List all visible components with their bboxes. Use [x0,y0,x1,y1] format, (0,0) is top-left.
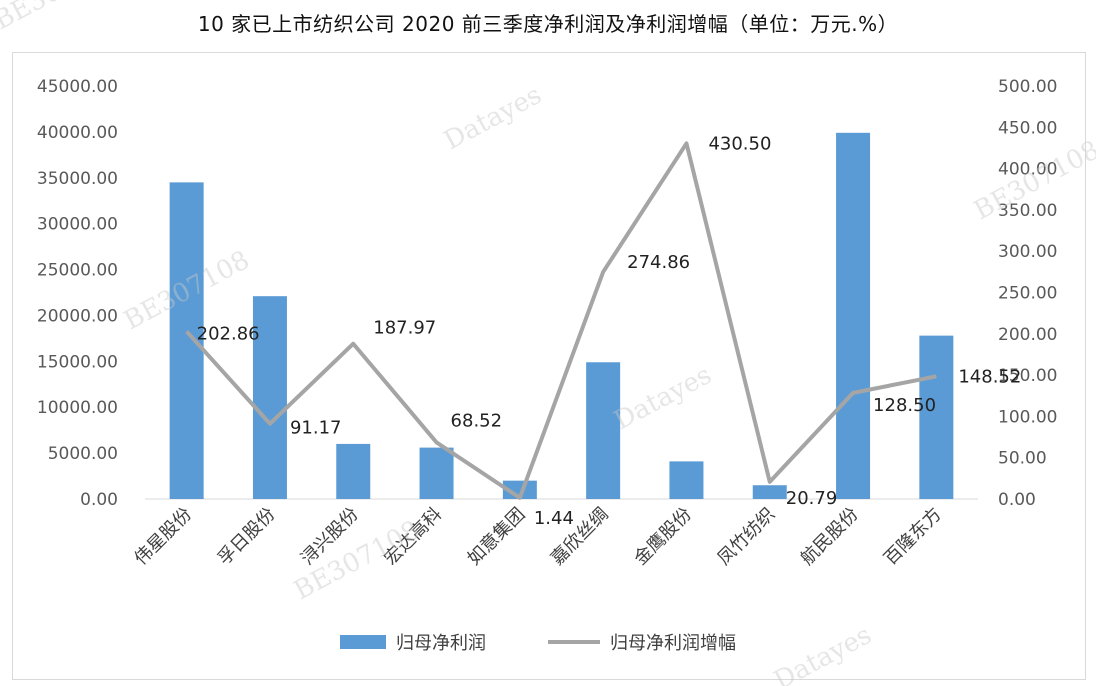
category-label: 如意集团 [464,504,530,570]
left-axis-tick-label: 5000.00 [48,444,118,464]
line-data-label: 187.97 [373,318,436,339]
category-label: 凤竹纺织 [714,504,780,570]
line-data-label: 430.50 [708,133,771,154]
legend-line-label: 归母净利润增幅 [610,633,736,654]
right-axis-tick-label: 150.00 [998,366,1057,386]
right-axis-tick-label: 300.00 [998,242,1057,262]
line-data-label: 91.17 [290,418,342,439]
right-axis-tick-label: 50.00 [998,449,1047,469]
right-axis-tick-label: 0.00 [998,490,1036,510]
line-data-label: 274.86 [627,252,690,273]
line-data-label: 148.52 [958,366,1021,387]
right-axis-tick-label: 450.00 [998,118,1057,138]
bar [752,485,787,499]
left-axis-tick-label: 30000.00 [37,215,118,235]
left-axis-tick-label: 20000.00 [37,306,118,326]
right-axis-tick-label: 200.00 [998,325,1057,345]
category-label: 孚日股份 [214,504,280,570]
legend-bar-label: 归母净利润 [396,633,486,654]
bar [419,447,454,499]
left-axis-tick-label: 10000.00 [37,398,118,418]
line-data-label: 1.44 [534,508,574,529]
left-axis-tick-label: 25000.00 [37,261,118,281]
line-data-label: 202.86 [197,323,260,344]
left-axis-tick-label: 15000.00 [37,352,118,372]
legend-bar-swatch [340,635,386,649]
chart-title: 10 家已上市纺织公司 2020 前三季度净利润及净利润增幅（单位：万元.%） [197,12,899,36]
right-axis-tick-label: 500.00 [998,77,1057,97]
left-axis-tick-label: 35000.00 [37,169,118,189]
category-label: 航民股份 [797,504,863,570]
bar [169,182,204,499]
watermark: Datayes [769,620,876,686]
bar [669,461,704,499]
category-label: 金鹰股份 [630,504,696,570]
bar [336,443,371,499]
bar [836,132,871,499]
category-label: 伟星股份 [130,504,196,570]
left-axis-tick-label: 45000.00 [37,77,118,97]
watermark: Datayes [609,360,716,436]
bar [919,335,954,499]
right-axis-tick-label: 100.00 [998,407,1057,427]
line-data-label: 20.79 [786,488,838,509]
category-label: 百隆东方 [880,504,946,570]
bar [586,362,621,499]
left-axis-tick-label: 40000.00 [37,123,118,143]
right-axis-tick-label: 400.00 [998,160,1057,180]
watermark: BE307108 [0,0,125,36]
line-series [185,141,937,500]
right-axis-tick-label: 350.00 [998,201,1057,221]
line-data-label: 68.52 [451,410,503,431]
right-axis-tick-label: 250.00 [998,284,1057,304]
watermark: Datayes [439,80,546,156]
left-axis-tick-label: 0.00 [80,490,118,510]
chart-frame [12,52,1086,680]
bar [252,296,287,499]
line-data-label: 128.50 [873,395,936,416]
